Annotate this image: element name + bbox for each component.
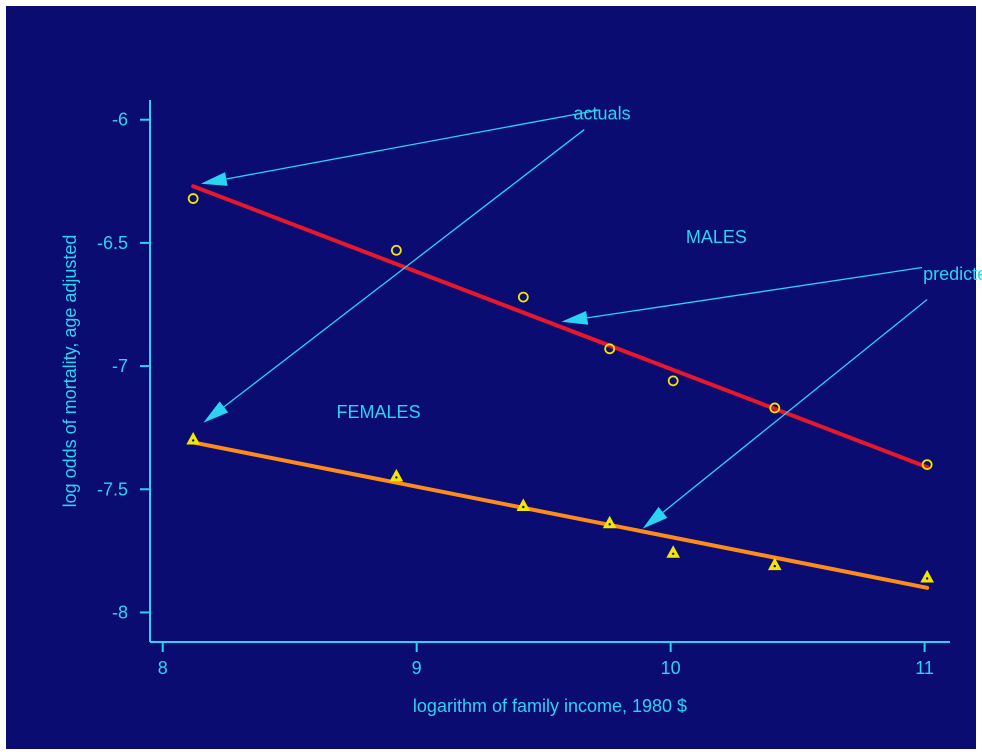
annotation-arrows	[200, 109, 928, 529]
female-point-center	[671, 552, 675, 556]
arrow-predicted-head	[642, 506, 668, 529]
y-tick-label: -8	[112, 602, 128, 622]
annotation-actuals: actuals	[574, 104, 631, 124]
x-axis-label: logarithm of family income, 1980 $	[413, 696, 687, 716]
female-point-center	[925, 577, 929, 580]
arrow-actuals-shaft	[226, 109, 600, 180]
female-point	[602, 515, 617, 529]
predicted-lines	[191, 184, 930, 590]
y-tick-label: -7.5	[97, 479, 128, 499]
x-tick-label: 8	[158, 658, 168, 678]
annotation-predicted: predicted	[923, 264, 982, 284]
female-point	[186, 431, 201, 445]
female-point-center	[191, 439, 195, 442]
arrow-predicted-shaft	[587, 266, 923, 319]
male-point	[921, 459, 933, 471]
y-tick-label: -6	[112, 110, 128, 130]
annotation-males: MALES	[686, 227, 747, 247]
arrow-predicted-shaft	[662, 299, 928, 513]
female-point	[666, 545, 681, 558]
x-tick-label: 11	[915, 658, 934, 678]
male-point	[517, 291, 529, 303]
predicted-line-males	[191, 184, 930, 470]
female-point	[920, 569, 934, 583]
female-point-center	[773, 564, 776, 568]
y-axis-ticks: -6 -6.5 -7 -7.5 -8	[97, 110, 150, 622]
male-point	[390, 244, 402, 256]
y-axis-label: log odds of mortality, age adjusted	[60, 235, 80, 508]
female-point	[389, 468, 404, 482]
female-point-center	[608, 523, 611, 526]
male-point	[187, 193, 199, 204]
male-point	[667, 375, 679, 387]
male-point	[604, 343, 616, 355]
female-point-center	[395, 476, 398, 479]
annotation-females: FEMALES	[337, 402, 421, 422]
y-tick-label: -6.5	[97, 233, 128, 253]
arrow-actuals-shaft	[223, 129, 585, 408]
y-tick-label: -7	[112, 356, 128, 376]
female-point	[516, 498, 531, 511]
x-tick-label: 10	[661, 658, 681, 678]
x-tick-label: 9	[412, 658, 422, 678]
male-point	[769, 402, 781, 414]
arrow-actuals-head	[203, 401, 229, 423]
annotations: actuals predicted MALES FEMALES	[337, 104, 982, 422]
arrow-predicted-head	[561, 310, 589, 325]
actual-points	[186, 193, 934, 583]
predicted-line-females	[191, 440, 930, 590]
female-point	[767, 557, 782, 571]
x-axis-ticks: 8 9 10 11	[158, 642, 934, 678]
arrow-actuals-head	[200, 172, 228, 186]
female-point-center	[522, 505, 525, 509]
